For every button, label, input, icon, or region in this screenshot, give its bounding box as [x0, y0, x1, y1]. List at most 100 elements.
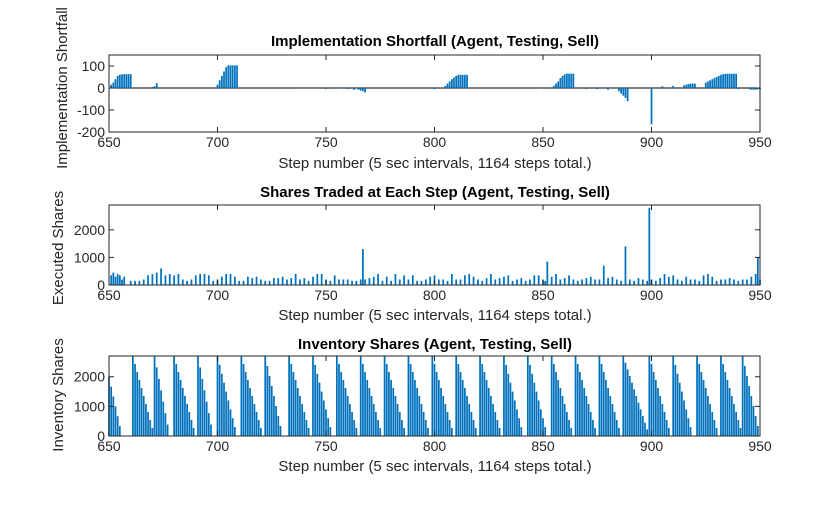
bar: [381, 280, 384, 285]
bar: [585, 396, 588, 436]
bar: [199, 367, 202, 436]
bar: [121, 279, 123, 285]
bar: [123, 276, 126, 285]
bar: [516, 279, 518, 285]
bar: [689, 83, 692, 88]
bar: [559, 78, 562, 88]
bar: [715, 77, 718, 88]
bar: [498, 428, 501, 436]
bar: [351, 280, 353, 285]
bar: [455, 356, 458, 436]
bar: [155, 367, 158, 436]
bar: [622, 356, 625, 436]
bar: [242, 280, 245, 285]
bar: [147, 412, 149, 436]
bar: [733, 73, 735, 88]
bar: [550, 276, 553, 285]
bar: [251, 278, 254, 285]
bar: [464, 275, 466, 285]
x-tick-label: 650: [97, 287, 121, 303]
bar: [570, 428, 573, 436]
bar: [566, 412, 568, 436]
bar: [704, 82, 707, 88]
bar: [121, 74, 123, 88]
bar: [754, 88, 757, 90]
bar: [355, 280, 358, 285]
bar: [559, 388, 562, 436]
y-tick-label: -100: [77, 102, 105, 118]
inventory-ylabel: Inventory Shares: [50, 338, 67, 451]
bar: [275, 406, 277, 436]
bar: [526, 356, 529, 436]
bar: [735, 412, 737, 436]
bar: [353, 420, 356, 436]
bar: [225, 67, 228, 88]
bar: [362, 88, 364, 92]
bar: [683, 400, 685, 436]
bar: [743, 366, 746, 436]
bar: [466, 74, 468, 88]
bar: [524, 280, 527, 285]
bar: [557, 380, 560, 436]
bar: [733, 404, 735, 436]
bar: [676, 373, 679, 436]
inventory-x-ticks: 650 700 750 800 850 900 950: [97, 356, 772, 454]
bar: [199, 273, 202, 285]
bar: [633, 280, 636, 285]
bar: [533, 275, 536, 285]
bar: [646, 429, 649, 436]
bar: [702, 275, 705, 285]
bar: [377, 273, 379, 285]
y-tick-label: 2000: [74, 222, 105, 238]
bar: [722, 74, 724, 88]
bar: [444, 85, 447, 88]
bar: [552, 364, 555, 436]
bar: [707, 81, 709, 88]
bar: [149, 420, 152, 436]
shares-traded-axes-box: [108, 204, 761, 286]
bar: [296, 388, 299, 436]
bar: [210, 424, 212, 436]
bar: [225, 273, 228, 285]
bar: [685, 276, 688, 285]
x-tick-label: 950: [748, 287, 772, 303]
bar: [427, 428, 429, 436]
bar: [320, 391, 323, 436]
bar: [446, 412, 449, 436]
bar: [411, 275, 414, 285]
bar: [184, 396, 186, 436]
bar: [615, 279, 618, 285]
bar: [659, 278, 662, 285]
bar: [327, 418, 330, 436]
bar: [741, 279, 744, 285]
bar: [613, 412, 616, 436]
bar: [114, 276, 117, 285]
bar: [637, 278, 640, 285]
bar: [422, 412, 425, 436]
bar: [464, 388, 466, 436]
bar: [583, 388, 586, 436]
bar: [455, 279, 458, 285]
bar: [752, 88, 755, 90]
bar: [600, 364, 603, 436]
bar: [667, 276, 670, 285]
bar: [709, 404, 711, 436]
bar: [624, 246, 627, 285]
bar: [756, 257, 759, 285]
x-tick-label: 700: [206, 287, 230, 303]
y-tick-label: 1000: [74, 398, 105, 414]
bar: [260, 428, 262, 436]
shortfall-panel: Implementation Shortfall (Agent, Testing…: [54, 7, 772, 172]
bar: [509, 382, 512, 436]
bar: [186, 404, 188, 436]
bar: [164, 275, 167, 285]
bar: [320, 273, 323, 285]
bar: [654, 380, 657, 436]
bar: [385, 276, 388, 285]
bar: [503, 276, 505, 285]
bar: [314, 364, 317, 436]
bar: [624, 362, 627, 436]
bar: [531, 373, 534, 436]
bar: [611, 276, 614, 285]
bar: [455, 75, 458, 88]
